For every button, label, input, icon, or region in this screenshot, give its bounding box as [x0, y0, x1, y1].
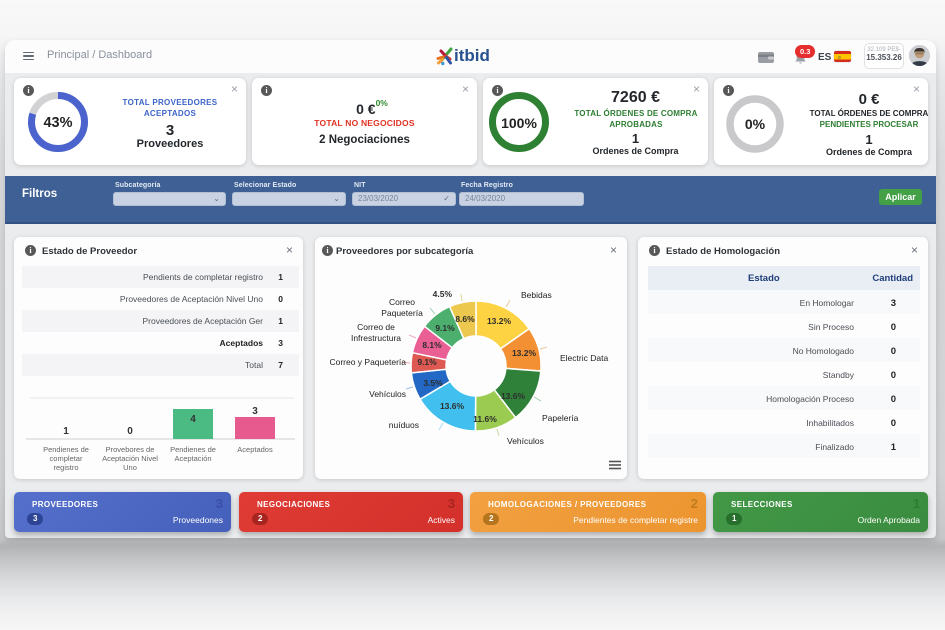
svg-text:1: 1	[63, 426, 69, 437]
svg-text:0: 0	[127, 426, 133, 437]
svg-text:Pendienes de: Pendienes de	[170, 445, 216, 454]
svg-text:9.1%: 9.1%	[435, 323, 455, 333]
svg-text:Vehículos: Vehículos	[507, 436, 544, 446]
svg-text:Correo: Correo	[389, 297, 415, 307]
svg-text:9.1%: 9.1%	[417, 357, 437, 367]
svg-text:Aceptación Nivel: Aceptación Nivel	[102, 454, 158, 463]
svg-text:13.2%: 13.2%	[512, 348, 537, 358]
svg-text:completar: completar	[50, 454, 83, 463]
svg-text:13.6%: 13.6%	[501, 391, 526, 401]
svg-text:8.1%: 8.1%	[422, 340, 442, 350]
svg-text:nuíduos: nuíduos	[389, 420, 419, 430]
svg-text:Vehículos: Vehículos	[369, 389, 406, 399]
svg-text:Aceptados: Aceptados	[237, 445, 273, 454]
svg-text:3: 3	[252, 406, 258, 417]
svg-text:11.6%: 11.6%	[473, 414, 497, 424]
svg-text:Paquetería: Paquetería	[381, 308, 423, 318]
svg-text:registro: registro	[53, 463, 78, 472]
svg-text:Infrestructura: Infrestructura	[351, 333, 401, 343]
svg-text:8.6%: 8.6%	[455, 314, 475, 324]
svg-text:Provebores de: Provebores de	[106, 445, 155, 454]
svg-text:Electric Data: Electric Data	[560, 353, 608, 363]
svg-text:Correo y Paquetería: Correo y Paquetería	[329, 357, 406, 367]
svg-text:Papelería: Papelería	[542, 413, 579, 423]
svg-text:3.5%: 3.5%	[423, 378, 443, 388]
svg-text:Aceptación: Aceptación	[174, 454, 211, 463]
svg-text:Bebidas: Bebidas	[521, 290, 552, 300]
svg-text:Pendienes de: Pendienes de	[43, 445, 89, 454]
svg-text:13.2%: 13.2%	[487, 316, 512, 326]
svg-text:Correo de: Correo de	[357, 322, 395, 332]
svg-text:13.6%: 13.6%	[440, 401, 465, 411]
svg-text:Uno: Uno	[123, 463, 137, 472]
svg-text:4: 4	[190, 414, 196, 425]
svg-text:4.5%: 4.5%	[433, 289, 453, 299]
